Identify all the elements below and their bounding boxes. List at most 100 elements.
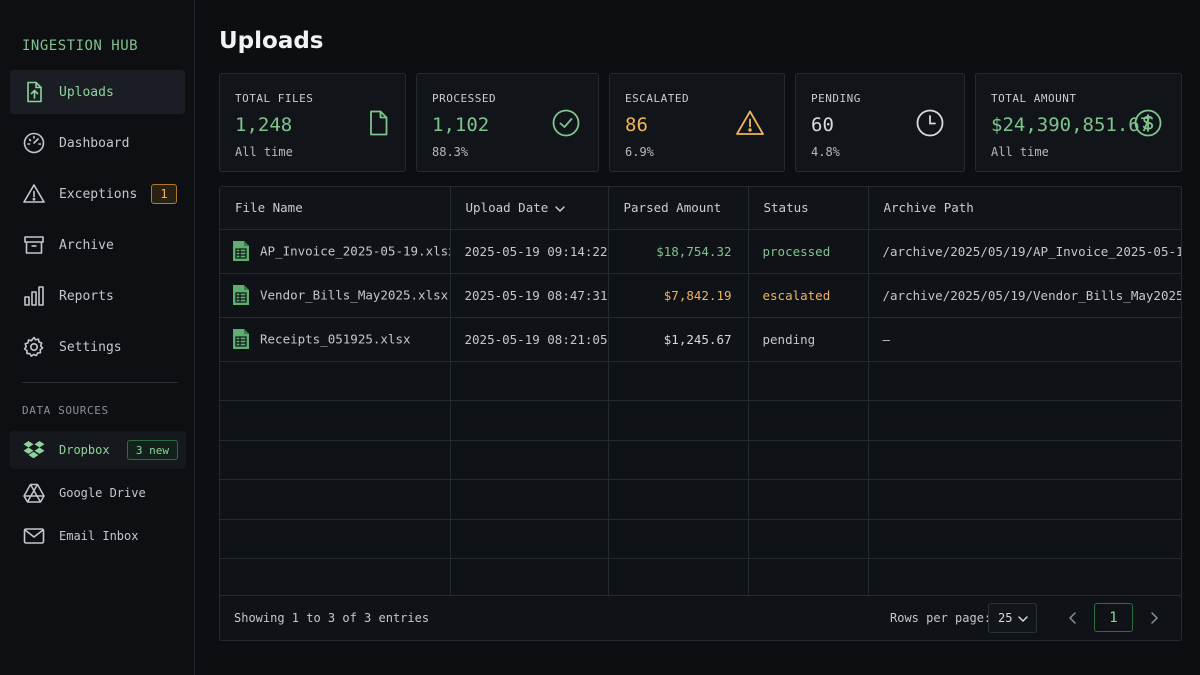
sidebar-item-reports[interactable]: Reports [10, 274, 185, 318]
stat-value: 60 [811, 114, 834, 136]
file-name: Receipts_051925.xlsx [260, 331, 411, 347]
mail-icon [22, 524, 46, 548]
entries-summary: Showing 1 to 3 of 3 entries [234, 611, 430, 625]
sidebar: INGESTION HUB Uploads Dashboard Exceptio… [0, 0, 195, 675]
status-text: escalated [748, 273, 869, 318]
stat-card-processed: PROCESSED 1,102 88.3% [416, 73, 599, 172]
check-circle-icon [552, 109, 580, 137]
stat-card-escalated: ESCALATED 86 6.9% [609, 73, 785, 172]
parsed-amount: $1,245.67 [608, 317, 749, 362]
file-name: Vendor_Bills_May2025.xlsx [260, 287, 449, 303]
upload-date: 2025-05-19 09:14:22 [450, 229, 609, 274]
upload-date: 2025-05-19 08:47:31 [450, 273, 609, 318]
upload-file-icon [22, 80, 46, 104]
archive-path: — [868, 317, 1181, 362]
page-title: Uploads [219, 28, 324, 54]
stat-card-total-amount: TOTAL AMOUNT $24,390,851.67 All time [975, 73, 1182, 172]
sidebar-item-label: Reports [59, 288, 114, 304]
table-header-row: File Name Upload Date Parsed Amount Stat… [220, 187, 1181, 230]
sidebar-item-label: Uploads [59, 84, 114, 100]
source-item-dropbox[interactable]: Dropbox 3 new [10, 431, 186, 469]
column-header-file-name[interactable]: File Name [220, 187, 451, 230]
clock-icon [916, 109, 944, 137]
table-row[interactable]: Vendor_Bills_May2025.xlsx 2025-05-19 08:… [220, 273, 1181, 318]
chevron-right-icon [1151, 612, 1158, 624]
stat-subtext: 88.3% [432, 145, 469, 159]
stat-label: ESCALATED [625, 92, 690, 105]
rows-per-page-select[interactable]: 25 [988, 603, 1037, 633]
parsed-amount: $18,754.32 [608, 229, 749, 274]
empty-row [220, 558, 1181, 599]
chevron-left-icon [1069, 612, 1076, 624]
column-header-parsed-amount[interactable]: Parsed Amount [608, 187, 749, 230]
sidebar-item-settings[interactable]: Settings [10, 325, 185, 369]
stat-label: TOTAL FILES [235, 92, 314, 105]
empty-row [220, 479, 1181, 520]
gauge-icon [22, 131, 46, 155]
sidebar-item-dashboard[interactable]: Dashboard [10, 121, 185, 165]
stat-label: TOTAL AMOUNT [991, 92, 1077, 105]
dollar-circle-icon [1134, 109, 1162, 137]
spreadsheet-icon [233, 285, 249, 305]
file-name: AP_Invoice_2025-05-19.xlsx [260, 243, 450, 259]
sidebar-item-uploads[interactable]: Uploads [10, 70, 185, 114]
brand-title: INGESTION HUB [22, 38, 139, 54]
rows-per-page-label: Rows per page: [890, 611, 992, 625]
source-item-email-inbox[interactable]: Email Inbox [10, 517, 186, 555]
spreadsheet-icon [233, 241, 249, 261]
stat-card-total-files: TOTAL FILES 1,248 All time [219, 73, 406, 172]
status-text: pending [748, 317, 869, 362]
gear-icon [22, 335, 46, 359]
exceptions-count-badge: 1 [151, 184, 177, 204]
stat-label: PROCESSED [432, 92, 497, 105]
stat-value: 1,102 [432, 114, 490, 136]
empty-row [220, 361, 1181, 401]
rows-per-page-value: 25 [998, 611, 1013, 625]
current-page-button[interactable]: 1 [1094, 603, 1133, 632]
spreadsheet-icon [233, 329, 249, 349]
stat-subtext: All time [991, 145, 1049, 159]
stat-subtext: 6.9% [625, 145, 654, 159]
stat-label: PENDING [811, 92, 861, 105]
stat-value: $24,390,851.67 [991, 114, 1152, 136]
sidebar-item-label: Settings [59, 339, 122, 355]
warning-icon [22, 182, 46, 206]
source-item-label: Google Drive [59, 486, 146, 500]
column-header-upload-date[interactable]: Upload Date [450, 187, 609, 230]
google-drive-icon [22, 481, 46, 505]
empty-row [220, 440, 1181, 480]
empty-row [220, 400, 1181, 441]
table-row[interactable]: Receipts_051925.xlsx 2025-05-19 08:21:05… [220, 317, 1181, 362]
uploads-table: File Name Upload Date Parsed Amount Stat… [219, 186, 1182, 641]
stat-subtext: 4.8% [811, 145, 840, 159]
column-header-status[interactable]: Status [748, 187, 869, 230]
stat-card-pending: PENDING 60 4.8% [795, 73, 965, 172]
next-page-button[interactable] [1144, 607, 1164, 629]
file-icon [370, 110, 388, 136]
source-item-label: Dropbox [59, 443, 110, 457]
stat-subtext: All time [235, 145, 293, 159]
sidebar-item-label: Exceptions [59, 186, 138, 202]
archive-path: /archive/2025/05/19/AP_Invoice_2025-05-1… [868, 229, 1181, 274]
column-header-archive-path[interactable]: Archive Path [868, 187, 1181, 230]
data-sources-heading: DATA SOURCES [22, 404, 109, 417]
sidebar-divider [22, 382, 178, 383]
sidebar-item-exceptions[interactable]: Exceptions 1 [10, 172, 185, 216]
previous-page-button[interactable] [1063, 607, 1083, 629]
sort-desc-icon [555, 206, 566, 212]
new-files-badge: 3 new [126, 440, 178, 460]
archive-path: /archive/2025/05/19/Vendor_Bills_May2025… [868, 273, 1181, 318]
dropbox-icon [22, 438, 46, 462]
table-row[interactable]: AP_Invoice_2025-05-19.xlsx 2025-05-19 09… [220, 229, 1181, 274]
source-item-google-drive[interactable]: Google Drive [10, 474, 186, 512]
stat-value: 86 [625, 114, 648, 136]
sidebar-item-archive[interactable]: Archive [10, 223, 185, 267]
bar-chart-icon [22, 284, 46, 308]
archive-box-icon [22, 233, 46, 257]
table-footer: Showing 1 to 3 of 3 entries Rows per pag… [220, 595, 1181, 640]
empty-row [220, 519, 1181, 559]
source-item-label: Email Inbox [59, 529, 139, 543]
status-text: processed [748, 229, 869, 274]
sidebar-item-label: Dashboard [59, 135, 130, 151]
warning-icon [736, 110, 764, 135]
